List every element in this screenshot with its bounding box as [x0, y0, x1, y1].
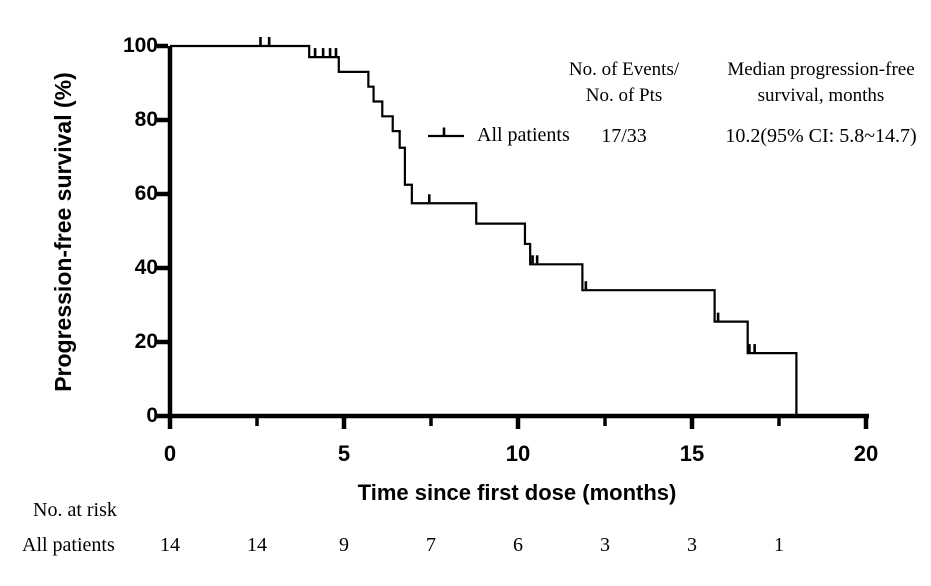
y-tick-label-20: 20	[134, 330, 158, 353]
y-axis-title: Progression-free survival (%)	[50, 72, 76, 392]
legend-median-value: 10.2(95% CI: 5.8~14.7)	[725, 125, 917, 147]
censor-tick-marks	[259, 37, 756, 353]
legend-header-events-line2: No. of Pts	[585, 85, 663, 106]
x-tick-label-10: 10	[505, 441, 531, 466]
x-tick-label-20: 20	[853, 441, 879, 466]
axes	[157, 43, 869, 429]
risk-table-title: No. at risk	[33, 499, 117, 521]
risk-count-t5: 9	[339, 534, 349, 556]
legend-header-events: No. of Events/ No. of Pts	[534, 57, 714, 109]
y-tick-label-0: 0	[146, 404, 158, 427]
x-axis-title: Time since first dose (months)	[357, 480, 677, 505]
risk-count-t2-5: 14	[247, 534, 267, 556]
legend-header-median-line2: survival, months	[757, 85, 885, 106]
risk-count-t7-5: 7	[426, 534, 436, 556]
x-tick-label-0: 0	[163, 441, 177, 466]
risk-count-t12-5: 3	[600, 534, 610, 556]
legend-header-events-line1: No. of Events/	[568, 59, 680, 80]
risk-count-t0: 14	[160, 534, 180, 556]
x-tick-label-5: 5	[337, 441, 351, 466]
x-tick-label-15: 15	[679, 441, 705, 466]
risk-count-t17-5: 1	[774, 534, 784, 556]
risk-count-t15: 3	[687, 534, 697, 556]
y-tick-label-80: 80	[134, 108, 158, 131]
legend-events-value: 17/33	[601, 125, 647, 147]
km-curve-all-patients	[170, 44, 798, 416]
risk-count-t10: 6	[513, 534, 523, 556]
y-tick-label-40: 40	[134, 256, 158, 279]
legend-series-marker	[428, 127, 464, 138]
legend-header-median-line1: Median progression-free	[727, 59, 915, 80]
y-tick-label-100: 100	[122, 34, 158, 57]
y-tick-label-60: 60	[134, 182, 158, 205]
risk-table-row-label: All patients	[22, 534, 115, 556]
legend-series-label: All patients	[477, 124, 570, 146]
legend-header-median: Median progression-free survival, months	[701, 57, 931, 109]
